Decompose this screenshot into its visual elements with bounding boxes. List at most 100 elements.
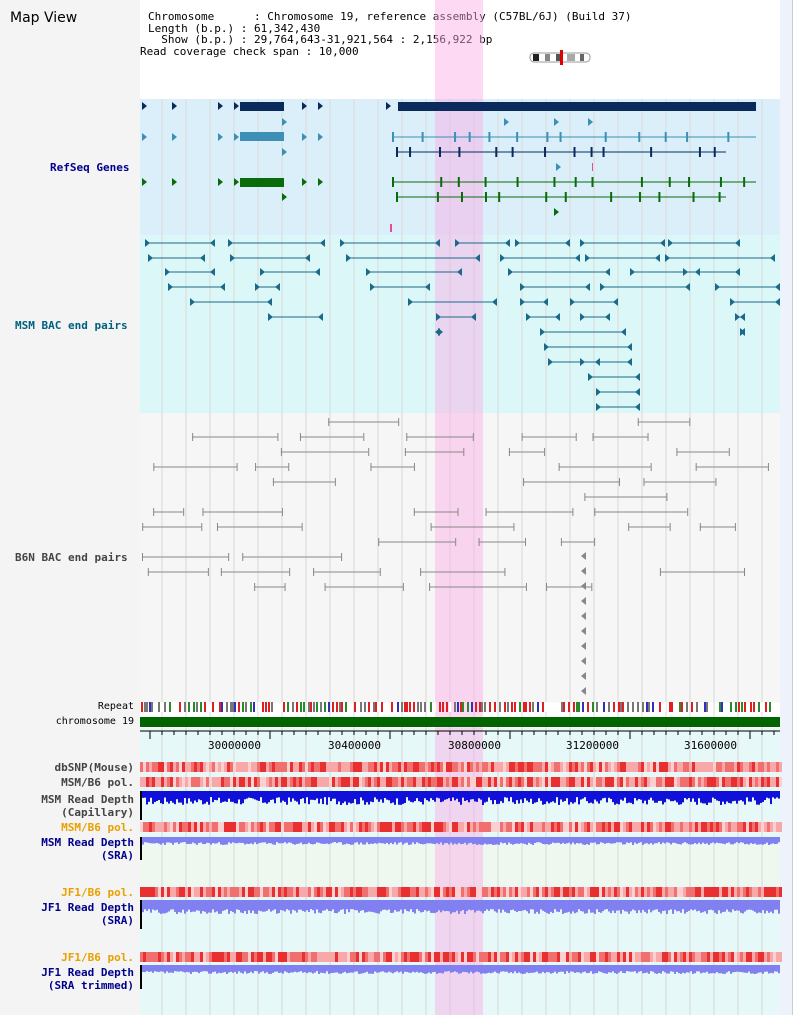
polymorphism-bin — [191, 822, 194, 832]
polymorphism-bin — [548, 887, 551, 897]
b6n-pair-end — [341, 553, 343, 561]
depth-bar — [434, 900, 436, 914]
depth-bar — [318, 965, 320, 974]
polymorphism-bin — [578, 822, 581, 832]
polymorphism-bin — [566, 952, 569, 962]
depth-bar — [410, 965, 412, 973]
polymorphism-bin — [521, 952, 524, 962]
repeat-element — [262, 702, 264, 712]
polymorphism-bin — [302, 887, 305, 897]
depth-bar — [494, 900, 496, 912]
depth-bar — [326, 965, 328, 972]
repeat-element — [442, 702, 444, 712]
depth-bar — [732, 900, 734, 910]
polymorphism-bin — [428, 822, 431, 832]
depth-bar — [738, 900, 740, 911]
polymorphism-bin — [395, 762, 398, 772]
depth-bar — [542, 900, 544, 911]
repeat-element — [238, 702, 240, 712]
depth-bar — [300, 837, 302, 843]
polymorphism-bin — [557, 822, 560, 832]
gene-exon — [396, 147, 398, 157]
depth-bar — [450, 837, 452, 843]
depth-bar — [394, 965, 396, 973]
polymorphism-bin — [314, 762, 317, 772]
repeat-element — [691, 702, 693, 712]
repeat-element — [761, 702, 763, 712]
depth-bar — [552, 791, 554, 802]
polymorphism-bin — [779, 822, 782, 832]
depth-bar — [622, 791, 624, 801]
polymorphism-bin — [734, 952, 737, 962]
depth-bar — [758, 837, 760, 845]
depth-bar — [544, 791, 546, 805]
depth-bar — [510, 965, 512, 973]
depth-bar — [610, 837, 612, 844]
repeat-element — [608, 702, 610, 712]
depth-bar — [366, 900, 368, 913]
depth-bar — [170, 965, 172, 973]
depth-bar — [682, 791, 684, 803]
depth-bar — [732, 791, 734, 802]
polymorphism-bin — [650, 762, 653, 772]
polymorphism-bin — [374, 822, 377, 832]
depth-bar — [752, 900, 754, 911]
depth-bar — [390, 791, 392, 804]
polymorphism-bin — [347, 762, 350, 772]
polymorphism-bin — [545, 822, 548, 832]
depth-bar — [716, 837, 718, 843]
msm-pair-end — [740, 313, 745, 321]
depth-bar — [234, 791, 236, 804]
repeat-element — [618, 702, 620, 712]
depth-bar — [666, 791, 668, 799]
axis-tick-label: 30800000 — [448, 739, 501, 752]
polymorphism-bin — [350, 887, 353, 897]
gene-exon — [511, 147, 514, 157]
depth-bar — [730, 837, 732, 845]
polymorphism-bin — [773, 822, 776, 832]
polymorphism-bin — [281, 762, 284, 772]
depth-bar — [244, 900, 246, 912]
polymorphism-bin — [257, 887, 260, 897]
polymorphism-bin — [395, 777, 398, 787]
depth-bar — [254, 791, 256, 800]
depth-bar — [442, 791, 444, 802]
polymorphism-bin — [617, 777, 620, 787]
depth-bar — [238, 900, 240, 910]
polymorphism-bin — [296, 952, 299, 962]
depth-bar — [296, 900, 298, 913]
polymorphism-bin — [605, 762, 608, 772]
depth-bar — [200, 837, 202, 843]
scrollbar-track[interactable] — [792, 0, 800, 1015]
polymorphism-bin — [152, 887, 155, 897]
polymorphism-bin — [626, 887, 629, 897]
depth-bar — [754, 965, 756, 974]
depth-bar — [654, 965, 656, 974]
polymorphism-bin — [518, 822, 521, 832]
polymorphism-bin — [683, 952, 686, 962]
polymorphism-bin — [710, 777, 713, 787]
gene-exon — [546, 132, 549, 142]
depth-bar — [226, 791, 228, 802]
polymorphism-bin — [407, 762, 410, 772]
depth-bar — [748, 837, 750, 845]
polymorphism-bin — [353, 887, 356, 897]
selected-region-highlight[interactable] — [435, 0, 483, 1015]
depth-bar — [256, 900, 258, 914]
gene-arrow — [234, 178, 239, 186]
b6n-pair-end — [676, 448, 678, 456]
depth-bar — [410, 900, 412, 910]
depth-bar — [452, 837, 454, 845]
depth-bar — [710, 837, 712, 844]
depth-bar — [522, 900, 524, 911]
polymorphism-bin — [491, 762, 494, 772]
depth-bar — [148, 965, 150, 972]
polymorphism-bin — [140, 952, 143, 962]
polymorphism-bin — [584, 777, 587, 787]
depth-bar — [244, 791, 246, 800]
polymorphism-bin — [524, 887, 527, 897]
b6n-pair-end — [220, 568, 222, 576]
gene-exon — [719, 177, 722, 187]
